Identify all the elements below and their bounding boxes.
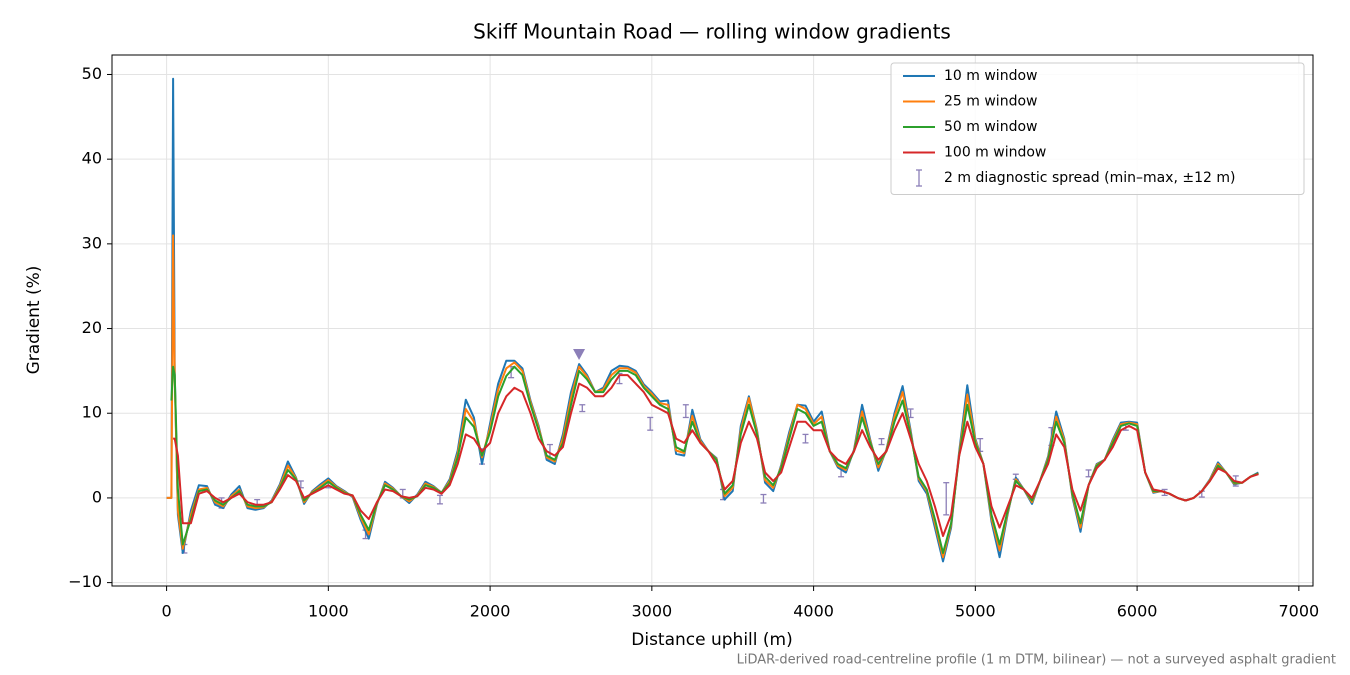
x-tick-label: 2000 [470,602,511,621]
legend-label: 25 m window [944,94,1037,110]
legend-label: 100 m window [944,145,1046,161]
legend-label: 10 m window [944,68,1037,84]
legend-label: 50 m window [944,119,1037,135]
error-bar [436,494,443,505]
error-bar [647,416,654,431]
error-bar [579,404,586,413]
legend-swatch [916,169,922,187]
y-tick-label: 0 [92,487,102,506]
x-tick-label: 1000 [308,602,349,621]
y-tick-label: −10 [68,572,102,591]
y-tick-label: 20 [82,318,102,337]
y-tick-label: 30 [82,233,102,252]
x-axis-label: Distance uphill (m) [631,630,792,650]
error-bar [943,482,950,516]
error-bar [760,493,767,504]
x-tick-label: 4000 [793,602,834,621]
x-tick-label: 5000 [955,602,996,621]
x-tick-label: 0 [161,602,171,621]
series-line [173,374,1259,537]
error-bar [802,433,809,444]
chart-title: Skiff Mountain Road — rolling window gra… [473,20,951,44]
error-bar [682,404,689,419]
x-tick-label: 6000 [1117,602,1158,621]
y-tick-label: 10 [82,403,102,422]
plot-frame [111,54,1314,587]
legend-box [890,62,1305,195]
legend-label: 2 m diagnostic spread (min–max, ±12 m) [944,170,1235,186]
y-tick-label: 40 [82,149,102,168]
error-bar [1085,469,1092,478]
marker [573,348,586,360]
footnote: LiDAR-derived road-centreline profile (1… [737,653,1336,668]
error-bar [878,437,885,446]
x-tick-label: 7000 [1278,602,1319,621]
x-tick-label: 3000 [631,602,672,621]
y-tick-label: 50 [82,64,102,83]
y-axis-label: Gradient (%) [24,266,44,375]
